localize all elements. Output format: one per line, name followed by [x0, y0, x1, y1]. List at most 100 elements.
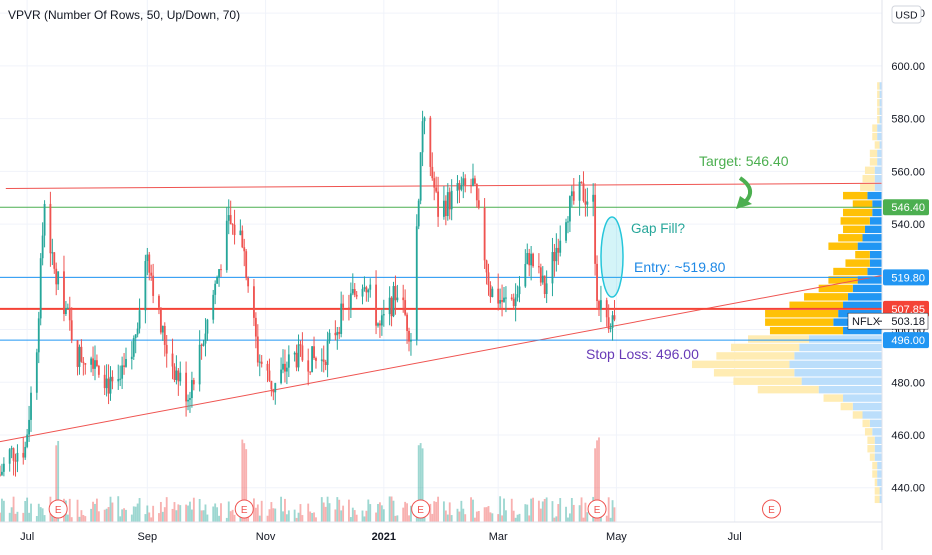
vp-row-down [845, 259, 870, 267]
candle-body [514, 297, 517, 307]
volume-bar [70, 517, 73, 522]
vp-row-down [872, 132, 878, 141]
volume-bar [254, 507, 257, 522]
candle-body [70, 320, 73, 341]
candle-body [163, 325, 166, 345]
volume-bar [580, 497, 583, 522]
candle-body [503, 297, 505, 302]
time-axis[interactable]: Jul Sep Nov 2021 Mar May Jul [0, 521, 882, 543]
vp-row-up [857, 276, 882, 284]
vp-row-down [864, 166, 875, 175]
vp-row-up [789, 360, 882, 369]
volume-bar [423, 516, 426, 522]
candle-body [605, 300, 608, 318]
candle-body [229, 215, 232, 225]
volume-bar [375, 512, 377, 522]
volume-bar [225, 517, 228, 522]
candle-body [293, 352, 296, 355]
volume-bar [78, 516, 81, 522]
volume-bar [326, 496, 329, 522]
candle-body [16, 452, 19, 462]
volume-bar [10, 507, 13, 522]
volume-bar [609, 517, 612, 522]
volume-bar [450, 515, 453, 522]
volume-bar [388, 496, 391, 522]
earnings-marker-label: E [417, 505, 424, 516]
volume-bar [163, 507, 166, 522]
candle-body [363, 287, 366, 289]
volume-bar [369, 504, 372, 522]
indicator-label[interactable]: VPVR (Number Of Rows, 50, Up/Down, 70) [8, 8, 240, 22]
candle-body [152, 275, 155, 296]
time-tick-label: Nov [256, 531, 276, 543]
candle-body [12, 448, 15, 461]
volume-bar [379, 502, 381, 522]
candle-body [22, 452, 25, 458]
level-tag-entry [883, 269, 929, 286]
volume-bar [299, 504, 302, 522]
candle-body [526, 253, 529, 264]
volume-bar [446, 514, 449, 522]
candle-body [55, 268, 58, 285]
candle-body [598, 301, 600, 310]
candle-body [119, 378, 122, 380]
candle-body [109, 376, 112, 394]
volume-bar [179, 505, 182, 522]
candle-body [136, 328, 139, 335]
candle-body [51, 252, 54, 254]
vp-row-up [874, 175, 882, 183]
candle-body [596, 263, 598, 302]
volume-bar [161, 511, 164, 522]
volume-bar [607, 497, 610, 522]
candle-body [565, 222, 567, 241]
earnings-marker-label: E [55, 505, 62, 516]
volume-bar [485, 507, 488, 522]
volume-bar [596, 440, 598, 522]
vp-row-down [877, 99, 880, 107]
candle-body [35, 352, 38, 393]
vp-row-up [872, 200, 882, 208]
volume-bar [311, 513, 314, 522]
volume-bar [501, 515, 503, 522]
vp-row-down [877, 107, 880, 115]
volume-bar [90, 508, 93, 522]
volume-bar [334, 509, 337, 522]
volume-bar [2, 500, 5, 522]
volume-bar [39, 507, 42, 522]
price-axis[interactable]: 620.00600.00580.00560.00540.00520.00500.… [847, 0, 929, 550]
vp-row-down [869, 453, 875, 461]
volume-bar [324, 506, 327, 522]
vp-row-down [860, 183, 875, 191]
candle-body [150, 272, 153, 276]
vp-row-down [867, 444, 875, 453]
vp-row-down [757, 385, 819, 394]
volume-bar [216, 507, 219, 522]
candle-body [192, 380, 195, 385]
vp-row-down [769, 326, 844, 335]
candle-body [295, 352, 298, 368]
candle-body [212, 294, 215, 320]
candle-body [216, 277, 219, 284]
earnings-marker [587, 499, 607, 519]
volume-bar [241, 439, 244, 522]
candle-body [470, 185, 472, 187]
volume-bar [274, 508, 277, 522]
volume-bar [572, 504, 575, 522]
volume-bar [417, 445, 420, 522]
price-tick-label: 540.00 [891, 219, 925, 231]
volume-bar [125, 509, 127, 522]
volume-bar [202, 510, 205, 522]
volume-bar [313, 512, 315, 522]
volume-bar [499, 496, 502, 522]
vp-row-up [877, 124, 882, 132]
volume-bar [134, 506, 137, 522]
candle-body [423, 117, 426, 122]
volume-bar [539, 508, 542, 522]
currency-button[interactable]: USD [895, 10, 918, 22]
candle-body [121, 365, 124, 379]
volume-bar [365, 510, 368, 522]
currency-button-frame[interactable] [891, 5, 922, 24]
candle-body [175, 370, 178, 381]
